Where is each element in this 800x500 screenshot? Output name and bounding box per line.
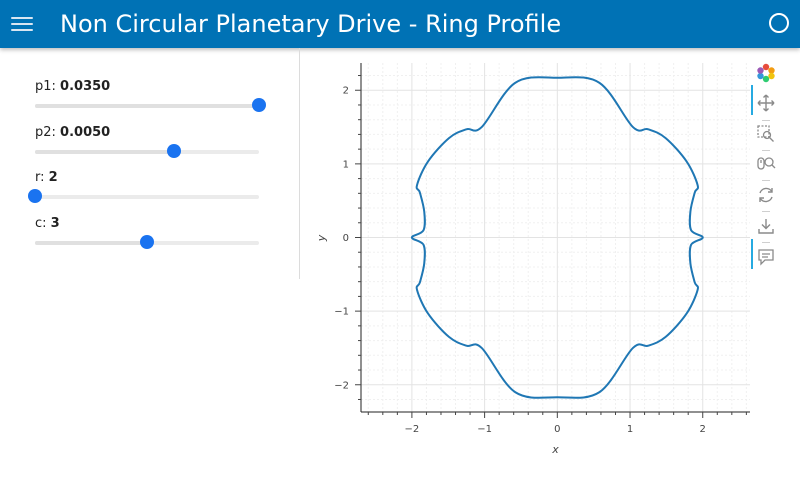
pan-icon[interactable] (751, 85, 777, 115)
tick-labels: −2 −1 0 1 2 −2 −1 0 1 2 (334, 86, 706, 435)
slider-p1: p1: 0.0350 (35, 79, 266, 112)
hover-icon[interactable] (751, 239, 777, 269)
slider-c-label: c: 3 (35, 216, 60, 231)
slider-p1-label: p1: 0.0350 (35, 79, 111, 94)
minor-grid (361, 63, 750, 412)
slider-c-track[interactable] (35, 235, 259, 249)
slider-r: r: 2 (28, 170, 259, 203)
slider-r-label: r: 2 (35, 170, 58, 185)
y-tick-label: 1 (343, 159, 349, 170)
box-zoom-icon[interactable] (755, 123, 777, 145)
ring-profile-line (410, 76, 704, 399)
x-tick-label: −1 (477, 424, 492, 435)
y-tick-label: −1 (334, 307, 349, 318)
slider-c-handle[interactable] (140, 235, 154, 249)
y-tick-label: 0 (343, 233, 349, 244)
y-tick-label: 2 (343, 86, 349, 97)
bokeh-logo-icon[interactable] (755, 62, 777, 84)
x-tick-label: 0 (554, 424, 560, 435)
slider-r-value: 2 (48, 170, 58, 185)
hamburger-menu-icon[interactable] (11, 14, 33, 34)
x-tick-label: 2 (700, 424, 706, 435)
slider-p2: p2: 0.0050 (35, 125, 259, 158)
y-axis-label: y (315, 234, 328, 242)
x-tick-label: −2 (405, 424, 420, 435)
wheel-zoom-icon[interactable] (755, 153, 777, 175)
slider-c-value: 3 (50, 216, 60, 231)
slider-p2-label: p2: 0.0050 (35, 125, 111, 140)
page-title: Non Circular Planetary Drive - Ring Prof… (60, 10, 562, 38)
slider-p2-value: 0.0050 (60, 125, 111, 140)
slider-c: c: 3 (35, 216, 259, 249)
sidebar: p1: 0.0350 p2: 0.0050 r: 2 c: 3 (0, 48, 300, 279)
x-axis-label: x (551, 443, 559, 456)
slider-r-handle[interactable] (28, 189, 42, 203)
slider-p1-handle[interactable] (252, 98, 266, 112)
slider-r-track[interactable] (28, 189, 259, 203)
busy-indicator-icon (769, 13, 789, 33)
x-tick-label: 1 (627, 424, 633, 435)
reset-icon[interactable] (755, 184, 777, 206)
slider-p1-value: 0.0350 (60, 79, 111, 94)
axis-ticks (355, 75, 747, 418)
slider-p1-track[interactable] (35, 98, 266, 112)
series-layer (410, 76, 704, 399)
y-tick-label: −2 (334, 380, 349, 391)
slider-p2-handle[interactable] (166, 144, 181, 158)
save-icon[interactable] (755, 215, 777, 237)
slider-p2-track[interactable] (35, 144, 259, 158)
app-header: Non Circular Planetary Drive - Ring Prof… (0, 0, 800, 48)
plot-toolbar (750, 58, 780, 278)
